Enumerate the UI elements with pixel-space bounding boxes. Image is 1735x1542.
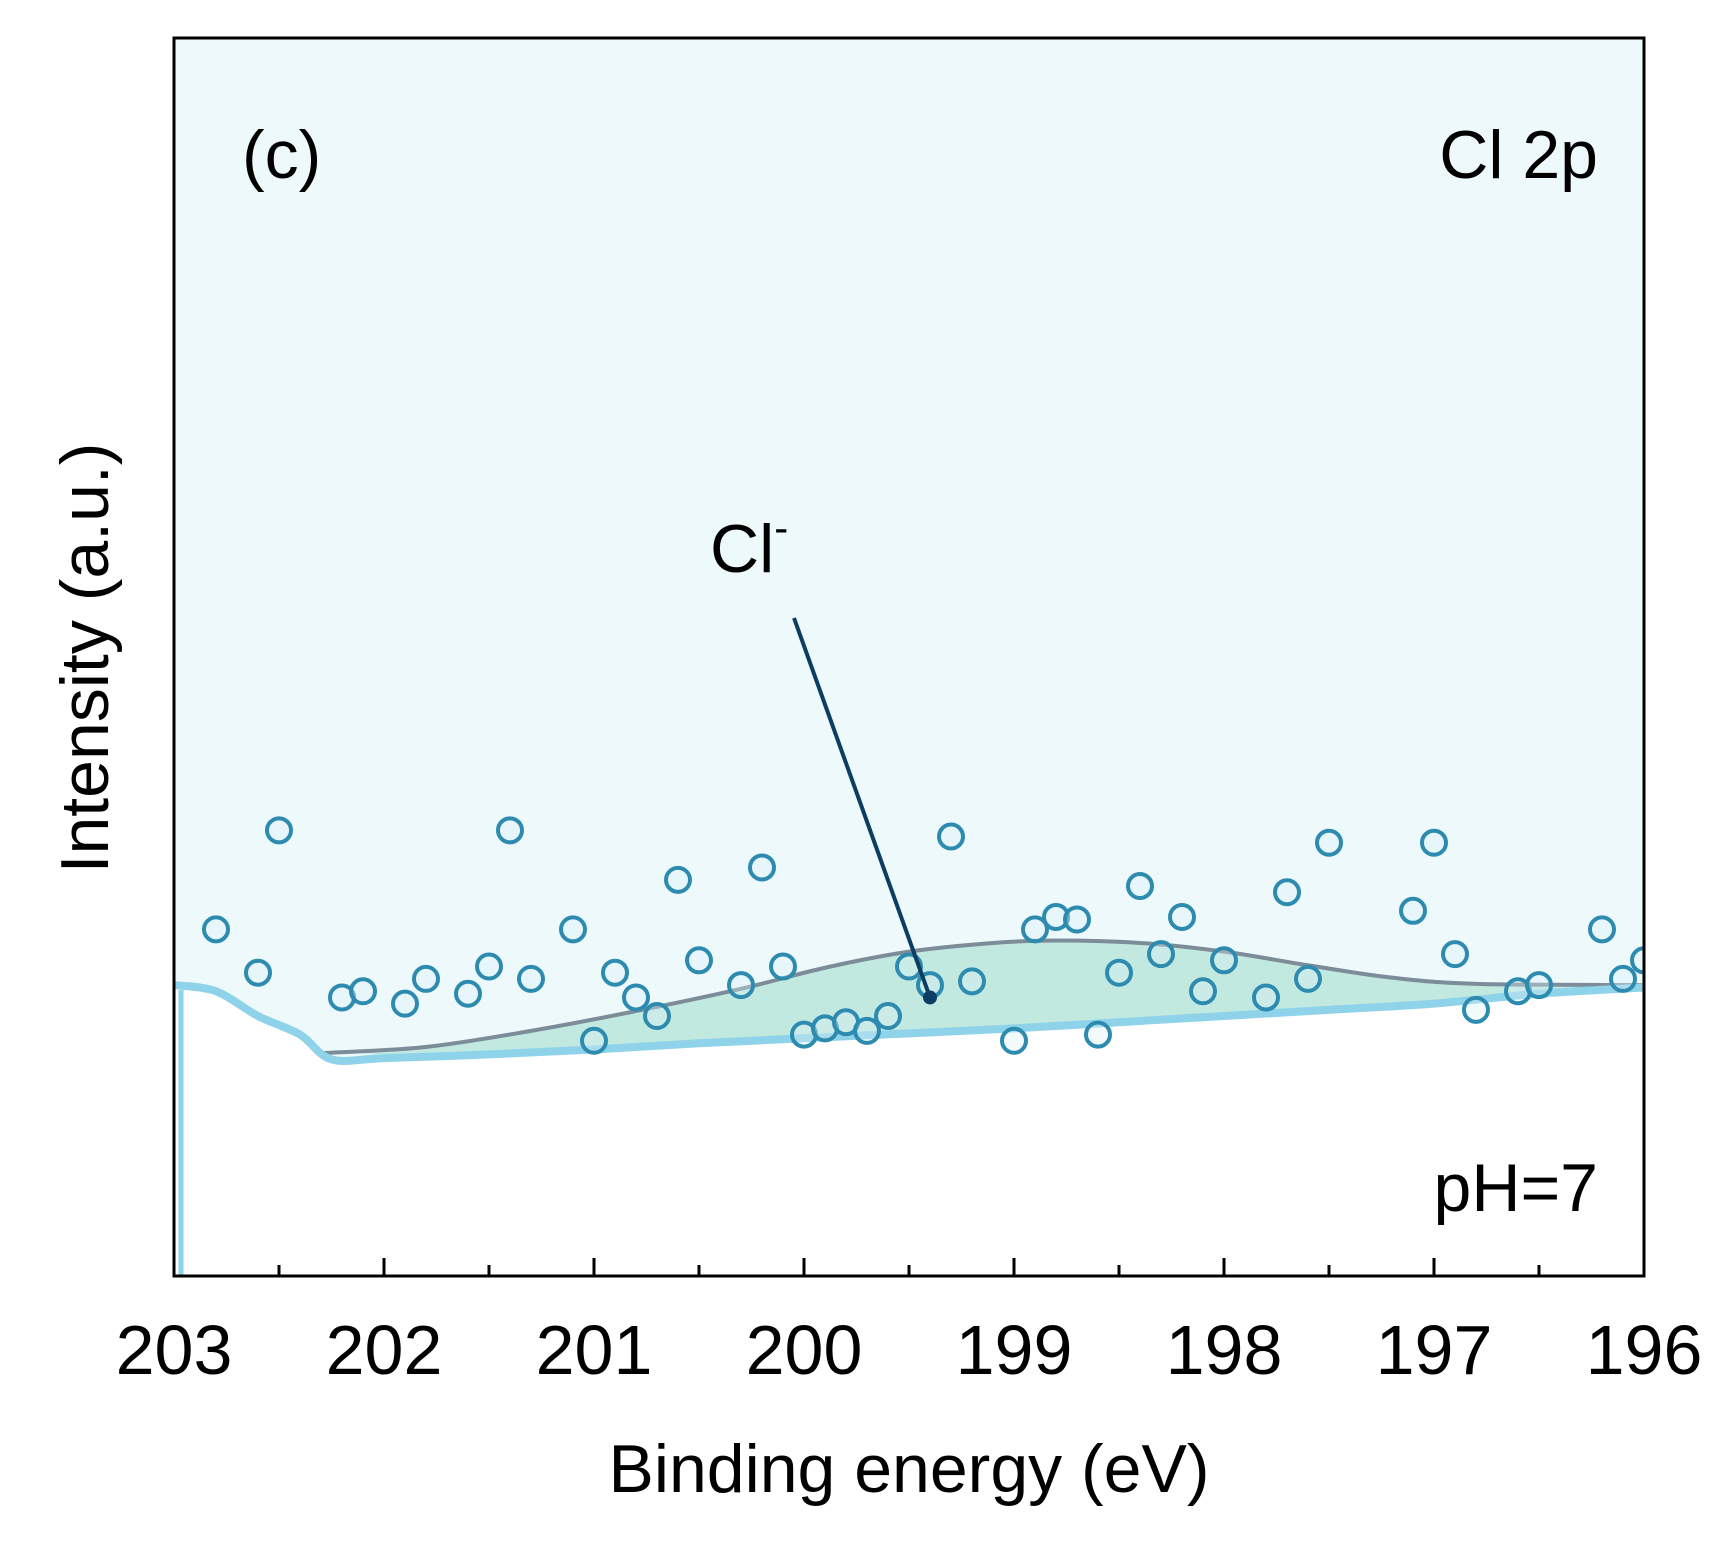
annotation-dot [923, 990, 937, 1005]
x-tick-label: 203 [116, 1311, 233, 1389]
data-point [727, 971, 755, 1000]
x-tick-label: 196 [1586, 1311, 1703, 1389]
x-tick-label: 202 [326, 1311, 443, 1389]
raw-data-points [202, 816, 1644, 1055]
ph-label: pH=7 [1434, 1150, 1598, 1226]
data-point [622, 983, 650, 1012]
data-point [874, 1002, 902, 1031]
data-point [454, 979, 482, 1008]
panel-label: (c) [242, 117, 321, 193]
x-tick-label: 200 [746, 1311, 863, 1389]
envelope-fill [174, 38, 1644, 1060]
data-point [643, 1002, 671, 1031]
data-point [1063, 905, 1091, 934]
spectrum-label: Cl 2p [1439, 117, 1598, 193]
data-point [958, 967, 986, 996]
data-point [1168, 902, 1196, 931]
data-point [1294, 964, 1322, 993]
peak-label-superscript: - [774, 504, 788, 551]
data-point [1252, 983, 1280, 1012]
data-point [853, 1016, 881, 1045]
data-point [1126, 872, 1154, 901]
data-point [559, 915, 587, 944]
data-point [1021, 915, 1049, 944]
data-point [412, 964, 440, 993]
data-point [1315, 828, 1343, 857]
data-point [1588, 915, 1616, 944]
data-point [1630, 946, 1644, 975]
data-point [769, 952, 797, 981]
data-point [517, 964, 545, 993]
data-point [475, 952, 503, 981]
data-point [1525, 971, 1553, 1000]
data-point [1189, 977, 1217, 1006]
data-point [1105, 958, 1133, 987]
data-point [1084, 1020, 1112, 1049]
x-axis-ticks [172, 1258, 1646, 1276]
data-point [580, 1026, 608, 1055]
data-point [1441, 940, 1469, 969]
x-tick-label: 199 [956, 1311, 1073, 1389]
x-tick-label: 198 [1166, 1311, 1283, 1389]
data-point [1000, 1026, 1028, 1055]
data-point [1462, 995, 1490, 1024]
y-axis-title: Intensity (a.u.) [47, 443, 123, 874]
cl-minus-component-outline [320, 938, 1644, 1056]
data-point [265, 816, 293, 845]
data-point [349, 977, 377, 1006]
data-point [1399, 896, 1427, 925]
x-axis-tick-labels: 203 202 201 200 199 198 197 196 [116, 1311, 1703, 1389]
peak-label: Cl- [710, 504, 788, 587]
data-point [664, 865, 692, 894]
data-point [601, 958, 629, 987]
peak-label-text: Cl [710, 511, 774, 587]
x-axis-title: Binding energy (eV) [608, 1431, 1209, 1507]
data-point [748, 853, 776, 882]
background-line [174, 981, 1644, 1065]
annotation-line [792, 617, 932, 999]
data-point [496, 816, 524, 845]
data-point [1147, 940, 1175, 969]
data-point [937, 822, 965, 851]
x-tick-label: 197 [1376, 1311, 1493, 1389]
x-tick-label: 201 [536, 1311, 653, 1389]
data-point [244, 958, 272, 987]
data-point [1609, 964, 1637, 993]
data-point [1273, 878, 1301, 907]
data-point [391, 989, 419, 1018]
data-point [202, 915, 230, 944]
data-point [1420, 828, 1448, 857]
data-point [1210, 946, 1238, 975]
data-point [685, 946, 713, 975]
data-point [1042, 902, 1070, 931]
